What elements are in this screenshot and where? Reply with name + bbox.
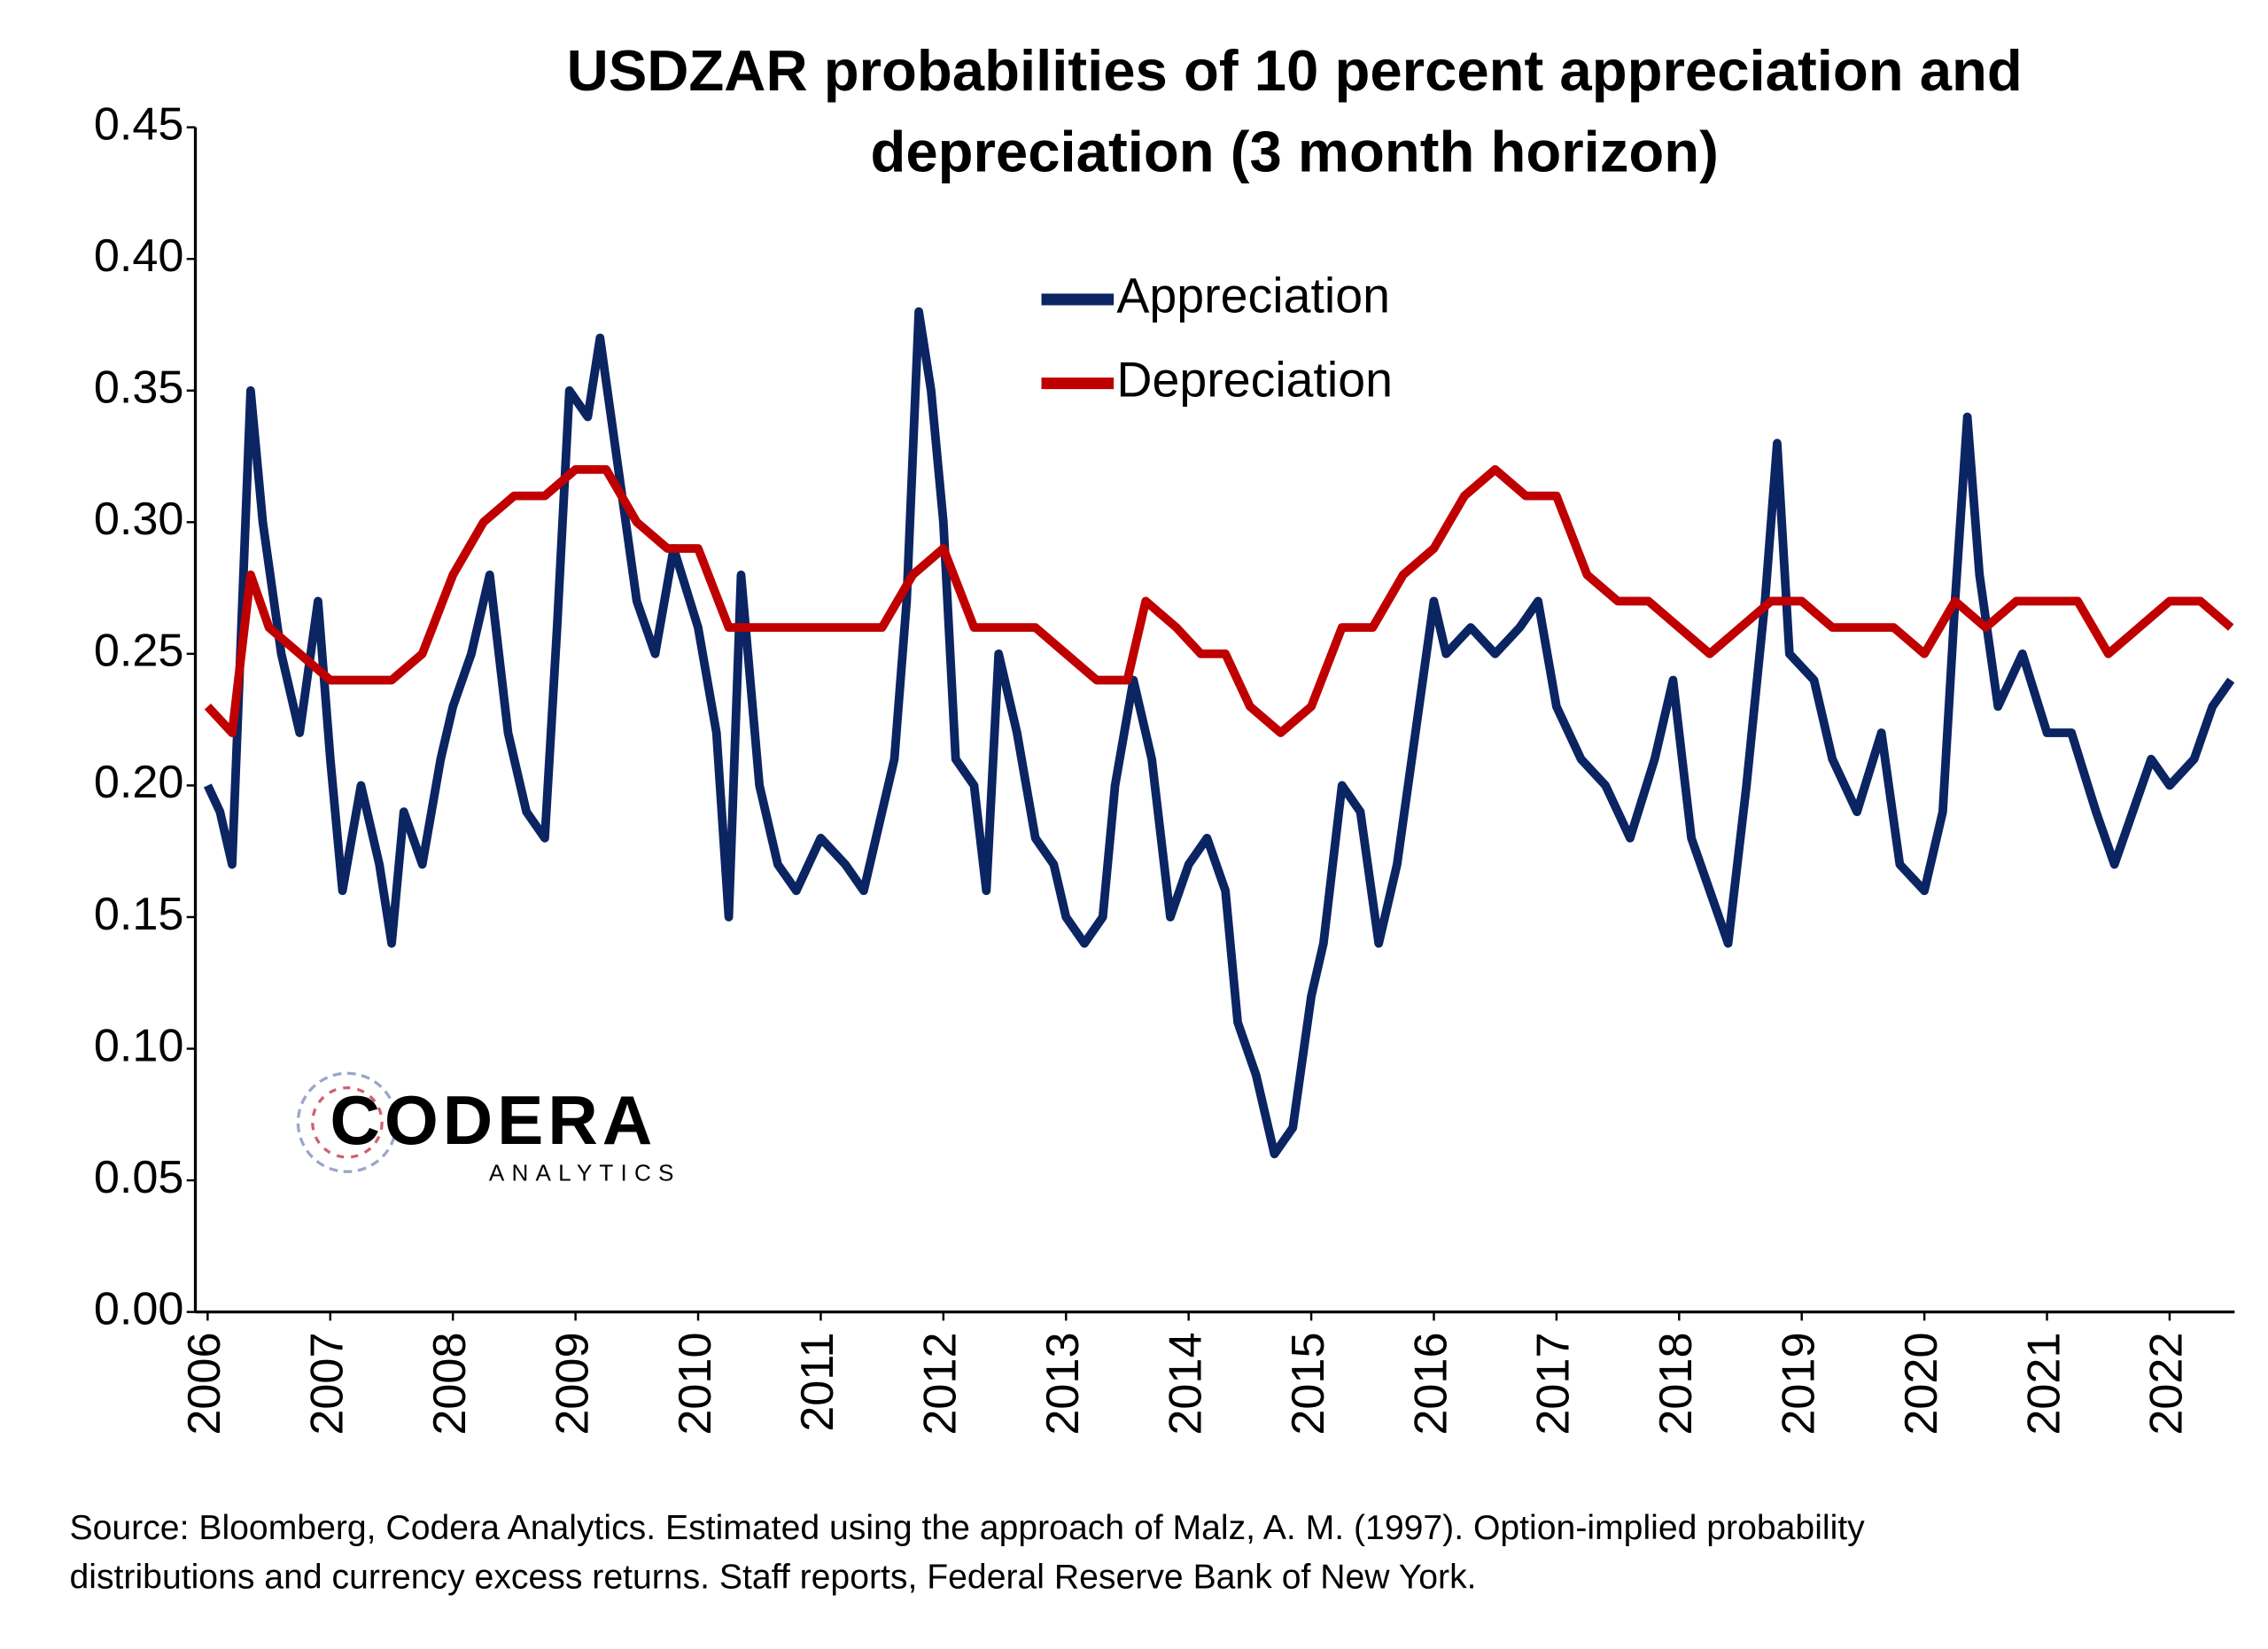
logo-sub: ANALYTICS <box>489 1159 681 1186</box>
x-tick-label: 2009 <box>547 1332 598 1435</box>
chart-title: depreciation (3 month horizon) <box>870 120 1718 184</box>
x-tick-label: 2012 <box>915 1332 967 1435</box>
series-line <box>203 307 2235 1159</box>
x-tick-label: 2006 <box>179 1332 230 1435</box>
logo-ring <box>311 1085 384 1159</box>
x-tick-label: 2019 <box>1774 1332 1825 1435</box>
logo-name: CODERA <box>330 1081 656 1159</box>
source-note: Source: Bloomberg, Codera Analytics. Est… <box>70 1509 1866 1547</box>
y-tick-label: 0.00 <box>94 1283 184 1334</box>
series-line <box>204 464 2234 737</box>
y-tick-label: 0.40 <box>94 230 184 282</box>
y-tick-label: 0.10 <box>94 1020 184 1071</box>
x-tick-label: 2016 <box>1405 1332 1456 1435</box>
x-tick-label: 2021 <box>2018 1332 2070 1435</box>
x-tick-label: 2011 <box>792 1332 843 1431</box>
chart-title: USDZAR probabilities of 10 percent appre… <box>567 38 2023 103</box>
x-tick-label: 2014 <box>1160 1332 1211 1435</box>
x-tick-label: 2008 <box>424 1332 476 1435</box>
y-tick-label: 0.25 <box>94 626 184 677</box>
x-tick-label: 2015 <box>1283 1332 1334 1435</box>
x-tick-label: 2013 <box>1037 1332 1089 1435</box>
legend-label: Appreciation <box>1116 268 1390 323</box>
y-tick-label: 0.15 <box>94 889 184 940</box>
y-tick-label: 0.45 <box>94 98 184 150</box>
x-tick-label: 2007 <box>302 1332 353 1435</box>
y-tick-label: 0.30 <box>94 494 184 545</box>
logo: CODERA ANALYTICS <box>296 1071 681 1186</box>
x-tick-label: 2017 <box>1528 1332 1580 1435</box>
source-note: distributions and currency excess return… <box>70 1558 1477 1596</box>
x-tick-label: 2022 <box>2141 1332 2193 1435</box>
logo-ring <box>296 1071 399 1173</box>
x-tick-label: 2018 <box>1651 1332 1702 1435</box>
x-tick-label: 2020 <box>1896 1332 1947 1435</box>
y-tick-label: 0.05 <box>94 1152 184 1203</box>
legend-label: Depreciation <box>1116 352 1393 407</box>
y-tick-label: 0.35 <box>94 362 184 414</box>
y-tick-label: 0.20 <box>94 757 184 808</box>
x-tick-label: 2010 <box>670 1332 721 1435</box>
